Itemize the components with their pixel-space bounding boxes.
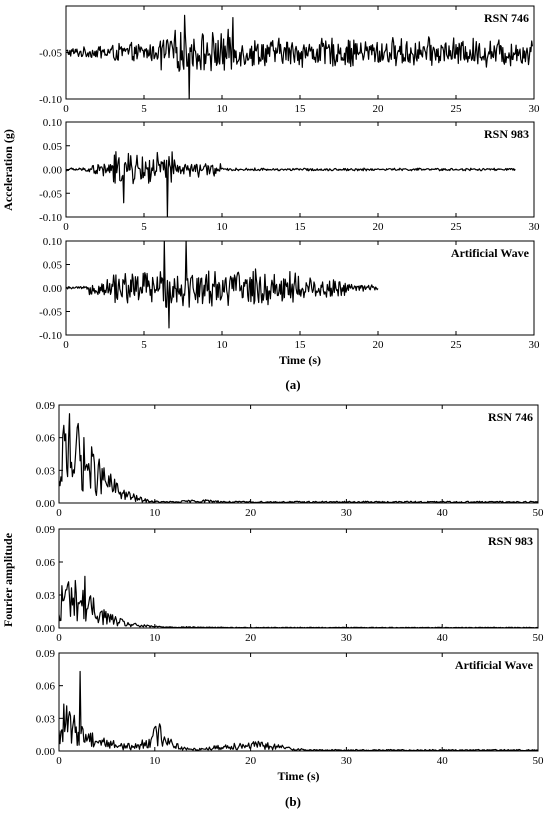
plot-frame — [58, 528, 539, 629]
x-tick-label: 5 — [141, 103, 147, 115]
y-tick-label: -0.05 — [39, 307, 62, 319]
x-tick-label: 30 — [529, 103, 541, 115]
caption-b: (b) — [285, 794, 301, 809]
y-tick-label: -0.05 — [39, 188, 62, 200]
x-tick-label: 40 — [437, 632, 449, 644]
x-tick-label: 20 — [373, 339, 385, 351]
chart-panel-b2: 0 10 20 30 40 50 0.00 0.03 0.06 0.09 RSN 983 — [36, 524, 544, 644]
y-tick-label: 0.03 — [36, 590, 56, 602]
y-tick-label: 0.05 — [43, 141, 63, 153]
panel-title: Artificial Wave — [455, 658, 534, 672]
x-tick-label: 30 — [341, 632, 353, 644]
y-tick-label: 0.06 — [36, 557, 56, 569]
x-tick-label: 30 — [529, 221, 541, 233]
y-tick-label: -0.05 — [39, 48, 62, 60]
y-tick-label: 0.09 — [36, 648, 56, 660]
x-tick-label: 20 — [245, 632, 257, 644]
x-tick-label: 20 — [245, 755, 257, 767]
y-axis-title: Acceleration (g) — [1, 129, 15, 211]
y-tick-label: 0.06 — [36, 433, 56, 445]
x-tick-label: 10 — [149, 755, 161, 767]
x-tick-label: 0 — [56, 632, 62, 644]
y-tick-label: 0.10 — [43, 236, 63, 248]
x-tick-label: 50 — [533, 755, 545, 767]
y-axis-title: Fourier amplitude — [1, 532, 15, 627]
panel-title: RSN 746 — [488, 410, 533, 424]
panel-title: RSN 983 — [484, 127, 529, 141]
y-tick-label: 0.09 — [36, 400, 56, 412]
x-tick-label: 50 — [533, 507, 545, 519]
y-tick-label: 0.00 — [36, 623, 56, 635]
panel-title: RSN 983 — [488, 534, 533, 548]
y-tick-label: 0.10 — [43, 117, 63, 129]
x-tick-label: 40 — [437, 755, 449, 767]
y-tick-label: 0.00 — [36, 498, 56, 510]
x-tick-label: 5 — [141, 339, 147, 351]
x-tick-label: 10 — [149, 507, 161, 519]
x-axis-title: Time (s) — [277, 769, 319, 783]
x-tick-label: 40 — [437, 507, 449, 519]
x-tick-label: 25 — [451, 339, 463, 351]
y-tick-label: 0.06 — [36, 681, 56, 693]
series-line — [66, 151, 516, 217]
x-tick-label: 30 — [529, 339, 541, 351]
series-line — [66, 241, 379, 329]
series-line — [59, 575, 538, 628]
chart-panel-b3: 0 10 20 30 40 50 0.00 0.03 0.06 0.09 Artificial Wa… — [36, 648, 544, 783]
x-tick-label: 0 — [63, 221, 69, 233]
x-tick-label: 20 — [373, 103, 385, 115]
x-tick-label: 15 — [295, 103, 307, 115]
x-tick-label: 0 — [56, 507, 62, 519]
y-tick-label: -0.10 — [39, 94, 62, 106]
x-tick-label: 0 — [63, 339, 69, 351]
series-line — [59, 413, 538, 503]
y-tick-label: 0.00 — [43, 165, 63, 177]
y-tick-label: -0.10 — [39, 330, 62, 342]
x-tick-label: 10 — [217, 103, 229, 115]
panel-title: Artificial Wave — [451, 246, 530, 260]
plot-frame — [58, 404, 539, 504]
x-tick-label: 5 — [141, 221, 147, 233]
x-axis-title: Time (s) — [279, 353, 321, 367]
y-tick-label: 0.03 — [36, 713, 56, 725]
x-tick-label: 15 — [295, 221, 307, 233]
y-tick-label: 0.03 — [36, 465, 56, 477]
chart-panel-b1: 0 10 20 30 40 50 0.00 0.03 0.06 0.09 RSN 746 Fourie… — [1, 400, 544, 627]
series-line — [66, 14, 533, 99]
y-tick-label: 0.05 — [43, 260, 63, 272]
y-tick-label: 0.00 — [43, 283, 63, 295]
x-tick-label: 30 — [341, 755, 353, 767]
chart-panel-a1: 0 5 10 15 20 25 30 -0.10 -0.05 RSN 746 Acceleratio… — [1, 5, 541, 211]
x-tick-label: 10 — [217, 339, 229, 351]
x-tick-label: 10 — [149, 632, 161, 644]
plot-frame — [58, 652, 539, 752]
panel-title: RSN 746 — [484, 11, 529, 25]
x-tick-label: 15 — [295, 339, 307, 351]
caption-a: (a) — [285, 377, 300, 392]
y-tick-label: 0.00 — [36, 746, 56, 758]
y-tick-label: 0.09 — [36, 524, 56, 536]
x-tick-label: 30 — [341, 507, 353, 519]
x-tick-label: 25 — [451, 221, 463, 233]
y-tick-label: -0.10 — [39, 212, 62, 224]
x-tick-label: 20 — [245, 507, 257, 519]
chart-panel-a2: 0 5 10 15 20 25 30 -0.10 -0.05 0.00 0.05 0.10 RSN 98… — [39, 117, 540, 233]
x-tick-label: 50 — [533, 632, 545, 644]
x-tick-label: 0 — [56, 755, 62, 767]
series-line — [59, 670, 538, 751]
chart-panel-a3: 0 5 10 15 20 25 30 -0.10 -0.05 0.00 0.05 0.10 Artifi… — [39, 236, 540, 367]
x-tick-label: 0 — [63, 103, 69, 115]
x-tick-label: 20 — [373, 221, 385, 233]
x-tick-label: 10 — [217, 221, 229, 233]
x-tick-label: 25 — [451, 103, 463, 115]
